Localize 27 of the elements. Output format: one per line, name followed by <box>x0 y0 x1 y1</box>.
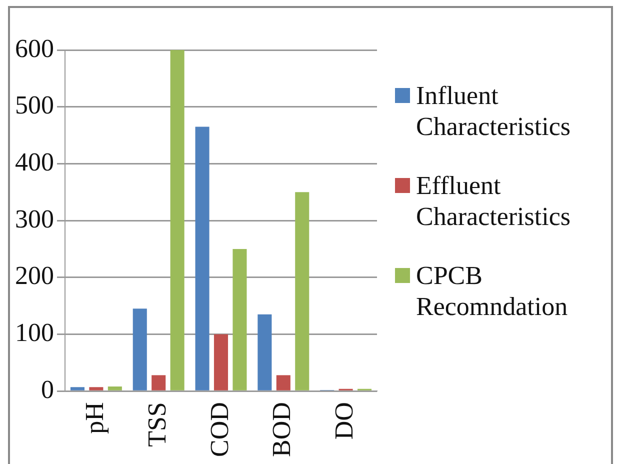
bar <box>132 308 147 390</box>
x-tick-label: COD <box>204 402 234 458</box>
y-tick-label: 600 <box>15 34 54 63</box>
bar <box>108 386 122 390</box>
legend-label: Influent Characteristics <box>416 80 572 142</box>
bar <box>170 50 184 390</box>
y-tick-label: 100 <box>15 318 54 348</box>
bar <box>214 334 228 390</box>
bar <box>276 375 290 390</box>
bar <box>295 192 310 390</box>
y-tick-label: 0 <box>41 374 54 404</box>
x-tick-label: TSS <box>142 402 172 447</box>
x-tick-label: DO <box>330 402 359 440</box>
y-tick-label: 200 <box>15 261 54 290</box>
bar <box>152 375 166 390</box>
x-tick-label: BOD <box>267 402 296 458</box>
x-tick-label: pH <box>80 402 110 434</box>
bar <box>195 126 210 390</box>
bar <box>89 387 104 390</box>
bar <box>70 387 84 390</box>
y-tick-label: 300 <box>15 204 54 234</box>
y-tick-label: 400 <box>15 148 54 177</box>
y-tick-label: 500 <box>15 90 54 120</box>
bar <box>232 248 247 390</box>
legend-label: CPCB Recomndation <box>416 260 569 322</box>
legend-label: Effluent Characteristics <box>416 170 572 232</box>
bar <box>258 314 272 390</box>
